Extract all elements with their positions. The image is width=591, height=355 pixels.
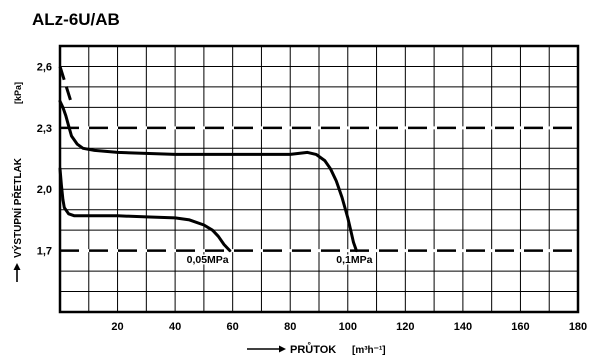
x-tick-label: 120: [396, 321, 414, 333]
x-tick-label: 160: [511, 321, 529, 333]
x-axis-title-group: PRŮTOK [m³h⁻¹]: [247, 342, 386, 355]
y-tick-label: 2,0: [37, 184, 52, 196]
x-tick-label: 100: [339, 321, 357, 333]
x-tick-label: 180: [569, 321, 587, 333]
series-label: 0,05MPa: [187, 254, 229, 266]
series-line-dashed: [58, 66, 73, 104]
plot-frame: [58, 44, 580, 314]
grid: [60, 46, 578, 312]
y-axis-arrow-head: [13, 263, 21, 270]
y-axis-title-group: VÝSTUPNÍ PŘETLAK [kPa]: [11, 82, 24, 282]
y-tick-labels: 1,7 2,0 2,3 2,6: [37, 61, 52, 257]
x-tick-labels: 20 40 60 80 100 120 140 160 180: [111, 321, 587, 333]
x-tick-label: 80: [284, 321, 296, 333]
y-tick-label: 2,3: [37, 123, 52, 135]
y-axis-label: VÝSTUPNÍ PŘETLAK: [11, 157, 24, 258]
x-axis-label: PRŮTOK: [290, 342, 336, 355]
chart-title: ALz-6U/AB: [32, 10, 120, 29]
y-axis-unit: [kPa]: [13, 82, 23, 104]
series-line: [58, 167, 232, 253]
x-tick-label: 20: [111, 321, 123, 333]
x-tick-label: 140: [454, 321, 472, 333]
x-axis-arrow-head: [279, 345, 286, 353]
x-tick-label: 40: [169, 321, 181, 333]
series-group: [58, 66, 358, 253]
series-label: 0,1MPa: [336, 254, 372, 266]
y-tick-label: 1,7: [37, 246, 52, 258]
reference-lines: [60, 126, 578, 253]
x-tick-label: 60: [227, 321, 239, 333]
x-axis-unit: [m³h⁻¹]: [352, 345, 386, 355]
series-line: [58, 99, 358, 253]
y-tick-label: 2,6: [37, 61, 52, 73]
series-labels: 0,05MPa 0,1MPa: [185, 252, 374, 267]
